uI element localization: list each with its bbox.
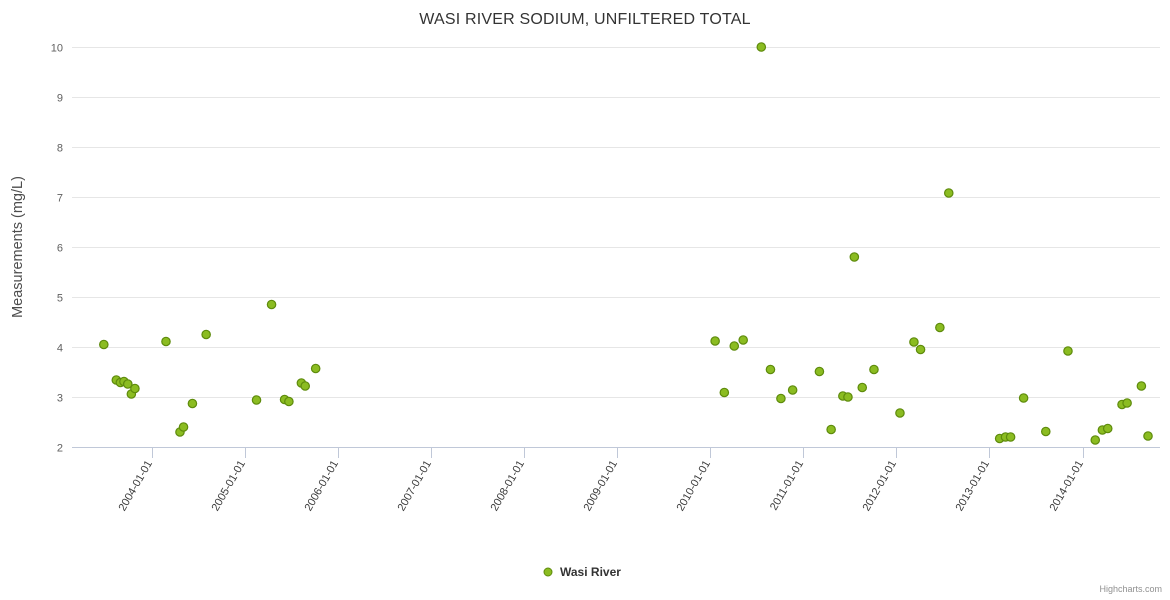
data-point[interactable]: [130, 383, 140, 394]
x-axis-tick-label: 2010-01-01: [675, 459, 714, 514]
y-axis-tick-label: 10: [51, 43, 63, 55]
y-axis-tick-label: 6: [57, 243, 63, 255]
x-axis-tick-label: 2013-01-01: [954, 459, 993, 514]
data-point[interactable]: [935, 322, 945, 333]
data-point[interactable]: [765, 364, 776, 375]
y-axis-tick-label: 9: [57, 93, 63, 105]
x-axis-tick-label: 2009-01-01: [582, 459, 621, 514]
data-point[interactable]: [187, 398, 198, 409]
data-point[interactable]: [869, 364, 879, 375]
legend-item-label[interactable]: Wasi River: [560, 565, 621, 579]
data-point[interactable]: [1102, 423, 1113, 434]
y-axis-tick-label: 7: [57, 193, 63, 205]
credits-label[interactable]: Highcharts.com: [1099, 584, 1162, 594]
data-point[interactable]: [284, 396, 294, 407]
data-point[interactable]: [814, 366, 825, 377]
data-point[interactable]: [776, 393, 786, 404]
data-point[interactable]: [729, 341, 740, 351]
legend-marker-icon: [543, 567, 553, 577]
x-axis-tick-label: 2006-01-01: [303, 459, 342, 514]
x-axis-tick-label: 2008-01-01: [489, 459, 528, 514]
data-point[interactable]: [710, 336, 720, 346]
data-point[interactable]: [1136, 381, 1147, 391]
x-axis-tick-marks: [152, 448, 1084, 458]
data-point[interactable]: [1063, 346, 1073, 356]
data-point[interactable]: [915, 344, 926, 355]
legend[interactable]: Wasi River: [543, 565, 621, 579]
y-axis-tick-label: 5: [57, 293, 63, 305]
data-point[interactable]: [787, 385, 798, 395]
y-axis-tick-label: 4: [57, 343, 63, 355]
chart-title: WASI RIVER SODIUM, UNFILTERED TOTAL: [419, 11, 750, 28]
data-point[interactable]: [756, 42, 767, 52]
y-axis-tick-label: 3: [57, 393, 63, 405]
y-axis-tick-labels: 2 3 4 5 6 7 8 9 10: [51, 43, 63, 455]
data-point[interactable]: [1090, 435, 1101, 445]
data-point[interactable]: [1143, 431, 1153, 441]
x-axis-tick-label: 2004-01-01: [117, 459, 156, 514]
data-point[interactable]: [719, 387, 730, 398]
data-point[interactable]: [178, 422, 189, 432]
data-point[interactable]: [122, 379, 133, 389]
data-point[interactable]: [1005, 432, 1016, 442]
data-point[interactable]: [161, 336, 171, 347]
data-point[interactable]: [909, 337, 919, 347]
data-point[interactable]: [251, 395, 262, 405]
y-axis-tick-label: 2: [57, 443, 63, 455]
x-axis-tick-label: 2005-01-01: [210, 459, 249, 514]
x-axis-tick-labels: 2004-01-01 2005-01-01 2006-01-01 2007-01-01…: [117, 459, 1087, 514]
x-axis-tick-label: 2007-01-01: [396, 459, 435, 514]
data-point[interactable]: [943, 188, 954, 198]
gridlines: [72, 47, 1160, 448]
data-point[interactable]: [310, 363, 321, 374]
x-axis-tick-label: 2014-01-01: [1048, 459, 1087, 514]
data-point[interactable]: [826, 424, 836, 435]
data-point[interactable]: [843, 392, 853, 402]
data-point[interactable]: [1040, 426, 1051, 437]
data-point[interactable]: [738, 335, 748, 345]
data-point[interactable]: [849, 252, 860, 262]
x-axis-tick-label: 2011-01-01: [768, 459, 806, 513]
scatter-series-wasi-river[interactable]: [99, 42, 1153, 445]
data-point[interactable]: [857, 382, 868, 393]
y-axis-title: Measurements (mg/L): [10, 176, 26, 318]
data-point[interactable]: [266, 299, 277, 310]
x-axis-tick-label: 2012-01-01: [861, 459, 900, 514]
data-point[interactable]: [1018, 393, 1029, 403]
y-axis-tick-label: 8: [57, 143, 63, 155]
data-point[interactable]: [895, 408, 905, 418]
data-point[interactable]: [300, 381, 311, 391]
data-point[interactable]: [99, 339, 109, 350]
data-point[interactable]: [201, 329, 211, 340]
data-point[interactable]: [1122, 398, 1132, 408]
